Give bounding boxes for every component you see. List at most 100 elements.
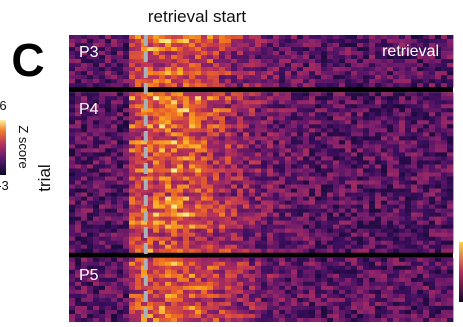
heatmap-cell [123,220,130,225]
heatmap-cell [327,220,334,225]
heatmap-cell [321,212,328,217]
heatmap-cell [297,208,304,213]
heatmap-cell [297,309,304,315]
heatmap-cell [303,224,310,229]
heatmap-cell [411,269,418,275]
heatmap-cell [213,289,220,295]
heatmap-cell [93,156,100,161]
heatmap-cell [93,148,100,153]
heatmap-cell [165,144,172,149]
heatmap-cell [315,269,322,275]
heatmap-cell [261,273,268,279]
heatmap-cell [333,67,340,72]
heatmap-cell [309,309,316,315]
heatmap-cell [81,47,88,52]
heatmap-cell [423,301,430,307]
heatmap-cell [165,124,172,129]
heatmap-cell [327,172,334,177]
heatmap-cell [243,63,250,68]
heatmap-cell [279,124,286,129]
heatmap-cell [327,184,334,189]
heatmap-cell [117,144,124,149]
heatmap-cell [231,148,238,153]
heatmap-cell [345,184,352,189]
heatmap-cell [309,83,316,88]
heatmap-cell [153,257,160,263]
heatmap-cell [447,248,454,254]
heatmap-cell [291,257,298,263]
heatmap-cell [207,96,214,101]
heatmap-cell [435,236,442,242]
heatmap-cell [321,92,328,97]
heatmap-cell [123,104,130,109]
heatmap-cell [147,277,154,283]
heatmap-cell [183,248,190,254]
heatmap-cell [435,168,442,173]
heatmap-cell [291,148,298,153]
heatmap-cell [81,289,88,295]
heatmap-cell [333,148,340,153]
heatmap-cell [129,47,136,52]
heatmap-cell [75,192,82,197]
heatmap-cell [195,240,202,246]
heatmap-cell [99,184,106,189]
heatmap-cell [327,83,334,88]
heatmap-cell [285,39,292,44]
heatmap-cell [345,236,352,242]
heatmap-cell [447,168,454,173]
heatmap-cell [333,172,340,177]
heatmap-cell [183,200,190,205]
heatmap-cell [147,35,154,40]
heatmap-cell [183,156,190,161]
heatmap-cell [393,248,400,254]
heatmap-cell [123,236,130,242]
heatmap-cell [225,112,232,117]
heatmap-cell [321,273,328,279]
heatmap-cell [135,148,142,153]
heatmap-cell [417,277,424,283]
heatmap-cell [255,132,262,137]
heatmap-cell [87,180,94,185]
heatmap-cell [393,208,400,213]
heatmap-cell [345,152,352,157]
heatmap-cell [69,232,76,238]
heatmap-cell [141,204,148,209]
heatmap-cell [201,124,208,129]
heatmap-cell [267,188,274,193]
heatmap-cell [291,240,298,246]
heatmap-cell [75,188,82,193]
heatmap-cell [81,204,88,209]
heatmap-cell [207,75,214,80]
heatmap-cell [345,313,352,319]
heatmap-cell [201,236,208,242]
heatmap-cell [213,112,220,117]
heatmap-cell [267,59,274,64]
heatmap-cell [165,244,172,250]
heatmap-cell [153,216,160,221]
heatmap-cell [93,289,100,295]
heatmap-cell [255,136,262,141]
heatmap-cell [123,273,130,279]
heatmap-cell [225,313,232,319]
heatmap-cell [159,313,166,319]
heatmap-cell [381,196,388,201]
heatmap-cell [261,277,268,283]
heatmap-cell [291,293,298,299]
heatmap-cell [267,144,274,149]
heatmap-cell [285,79,292,84]
heatmap-cell [309,152,316,157]
heatmap-cell [219,281,226,287]
heatmap-cell [183,220,190,225]
heatmap-cell [441,136,448,141]
heatmap-cell [339,156,346,161]
heatmap-cell [99,224,106,229]
heatmap-cell [321,265,328,271]
heatmap-cell [147,172,154,177]
heatmap-cell [387,152,394,157]
heatmap-cell [231,261,238,267]
heatmap-cell [411,240,418,246]
heatmap-cell [357,144,364,149]
heatmap-cell [369,39,376,44]
heatmap-cell [231,83,238,88]
heatmap-cell [351,55,358,60]
